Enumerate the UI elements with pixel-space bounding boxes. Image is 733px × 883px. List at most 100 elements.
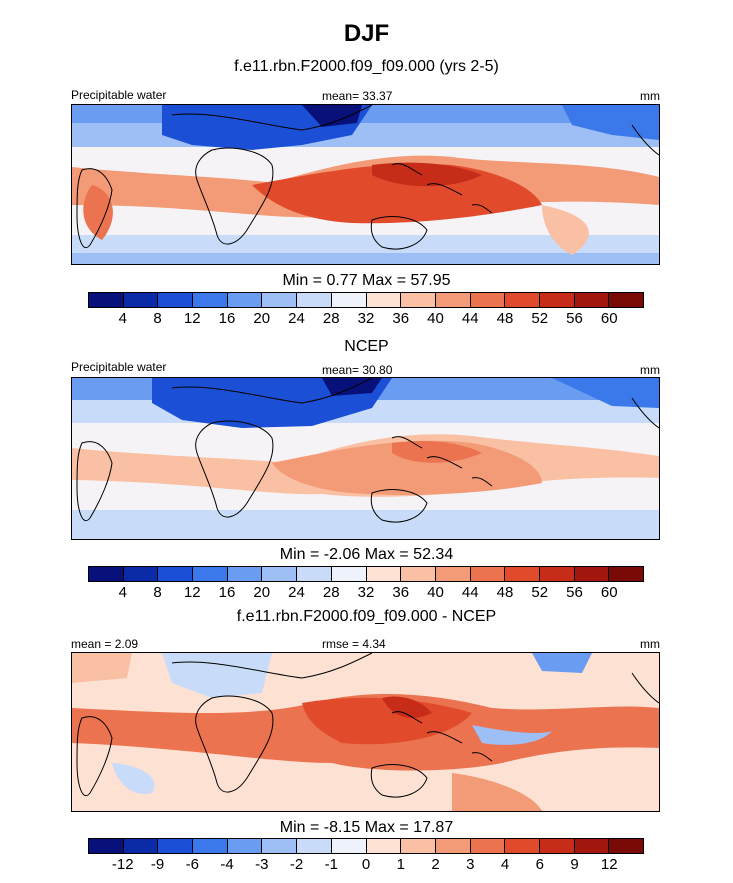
panel-1-colorbar [88,292,644,308]
panel-3-title: f.e11.rbn.F2000.f09_f09.000 - NCEP [236,608,497,625]
colorbar-tick-label: 20 [253,310,271,327]
colorbar-swatch [435,293,471,307]
colorbar-swatch [89,293,124,307]
panel-2-map [71,377,660,540]
colorbar-swatch [505,839,540,853]
panel-2-minmax: Min = -2.06 Max = 52.34 [279,546,454,563]
panel-3-units-label: mm [640,637,660,651]
colorbar-swatch [401,567,436,581]
panel-2-left-label: Precipitable water [71,360,167,374]
panel-2-colorbar-ticks: 4 8 12 16 20 24 28 32 36 40 44 48 52 56 60 [88,584,644,602]
colorbar-tick-label: 28 [322,584,340,601]
colorbar-tick-label: -2 [289,856,304,873]
colorbar-tick-label: 8 [153,310,162,327]
colorbar-swatch [401,839,436,853]
colorbar-tick-label: 8 [153,584,162,601]
colorbar-tick-label: 4 [500,856,510,873]
colorbar-tick-label: 40 [427,310,444,327]
colorbar-tick-label: 24 [288,310,305,327]
colorbar-swatch [158,293,194,307]
colorbar-swatch [470,567,506,581]
colorbar-swatch [297,293,332,307]
colorbar-swatch [89,567,124,581]
figure-title: DJF [343,20,390,47]
panel-3-colorbar-ticks: -12 -9 -6 -4 -3 -2 -1 0 1 2 3 4 6 9 12 [88,856,644,874]
colorbar-tick-label: 44 [461,584,479,601]
panel-1-title: f.e11.rbn.F2000.f09_f09.000 (yrs 2-5) [234,58,499,75]
colorbar-swatch [609,293,643,307]
panel-1-map [71,104,660,265]
colorbar-tick-label: 20 [253,584,271,601]
colorbar-tick-label: -12 [111,856,134,873]
colorbar-tick-label: 36 [392,584,410,601]
colorbar-swatch [539,839,575,853]
panel-1-mean-label: mean= 33.37 [322,89,393,103]
colorbar-swatch [123,567,159,581]
colorbar-tick-label: 52 [531,310,549,327]
colorbar-swatch [574,567,610,581]
colorbar-tick-label: 6 [535,856,544,873]
colorbar-tick-label: 12 [183,310,201,327]
colorbar-swatch [331,839,367,853]
colorbar-swatch [401,293,436,307]
colorbar-tick-label: 16 [218,584,236,601]
panel-3-rmse-label: rmse = 4.34 [322,637,386,651]
panel-3-colorbar [88,838,644,854]
colorbar-swatch [123,293,159,307]
colorbar-swatch [470,839,506,853]
colorbar-tick-label: 16 [218,310,236,327]
colorbar-swatch [227,567,263,581]
colorbar-tick-label: 32 [357,310,375,327]
colorbar-swatch [331,293,367,307]
colorbar-tick-label: 40 [427,584,444,601]
colorbar-tick-label: -1 [324,856,338,873]
panel-2-colorbar [88,566,644,582]
panel-3-map [71,652,660,812]
colorbar-swatch [158,839,194,853]
colorbar-swatch [193,567,228,581]
colorbar-tick-label: -9 [150,856,165,873]
colorbar-tick-label: -3 [255,856,269,873]
colorbar-tick-label: 32 [357,584,375,601]
colorbar-swatch [262,839,298,853]
colorbar-tick-label: 44 [461,310,479,327]
colorbar-tick-label: 12 [600,856,618,873]
colorbar-swatch [505,293,540,307]
colorbar-tick-label: 24 [288,584,305,601]
panel-1-minmax: Min = 0.77 Max = 57.95 [282,272,451,289]
colorbar-swatch [574,293,610,307]
colorbar-tick-label: 60 [600,584,618,601]
colorbar-swatch [89,839,124,853]
colorbar-swatch [366,293,402,307]
colorbar-tick-label: 1 [396,856,405,873]
colorbar-swatch [609,839,643,853]
panel-1-colorbar-ticks: 4 8 12 16 20 24 28 32 36 40 44 48 52 56 60 [88,310,644,328]
colorbar-tick-label: 48 [496,310,514,327]
colorbar-swatch [539,567,575,581]
colorbar-swatch [366,839,402,853]
panel-2-title: NCEP [344,338,389,355]
colorbar-tick-label: 4 [118,310,127,327]
colorbar-tick-label: 4 [118,584,127,601]
colorbar-swatch [262,293,298,307]
colorbar-tick-label: 12 [183,584,201,601]
colorbar-tick-label: 56 [566,310,583,327]
colorbar-tick-label: 52 [531,584,549,601]
colorbar-swatch [227,293,263,307]
colorbar-tick-label: 48 [496,584,514,601]
panel-1-units-label: mm [640,89,660,103]
panel-2-units-label: mm [640,363,660,377]
panel-2-mean-label: mean= 30.80 [322,363,393,377]
colorbar-swatch [227,839,263,853]
colorbar-tick-label: 28 [322,310,340,327]
colorbar-tick-label: -4 [220,856,234,873]
colorbar-tick-label: 0 [361,856,371,873]
colorbar-swatch [505,567,540,581]
colorbar-swatch [435,567,471,581]
colorbar-tick-label: 9 [570,856,579,873]
colorbar-tick-label: 36 [392,310,410,327]
colorbar-tick-label: -6 [185,856,199,873]
colorbar-tick-label: 56 [566,584,583,601]
colorbar-tick-label: 60 [600,310,618,327]
panel-3-mean-label: mean = 2.09 [71,637,139,651]
